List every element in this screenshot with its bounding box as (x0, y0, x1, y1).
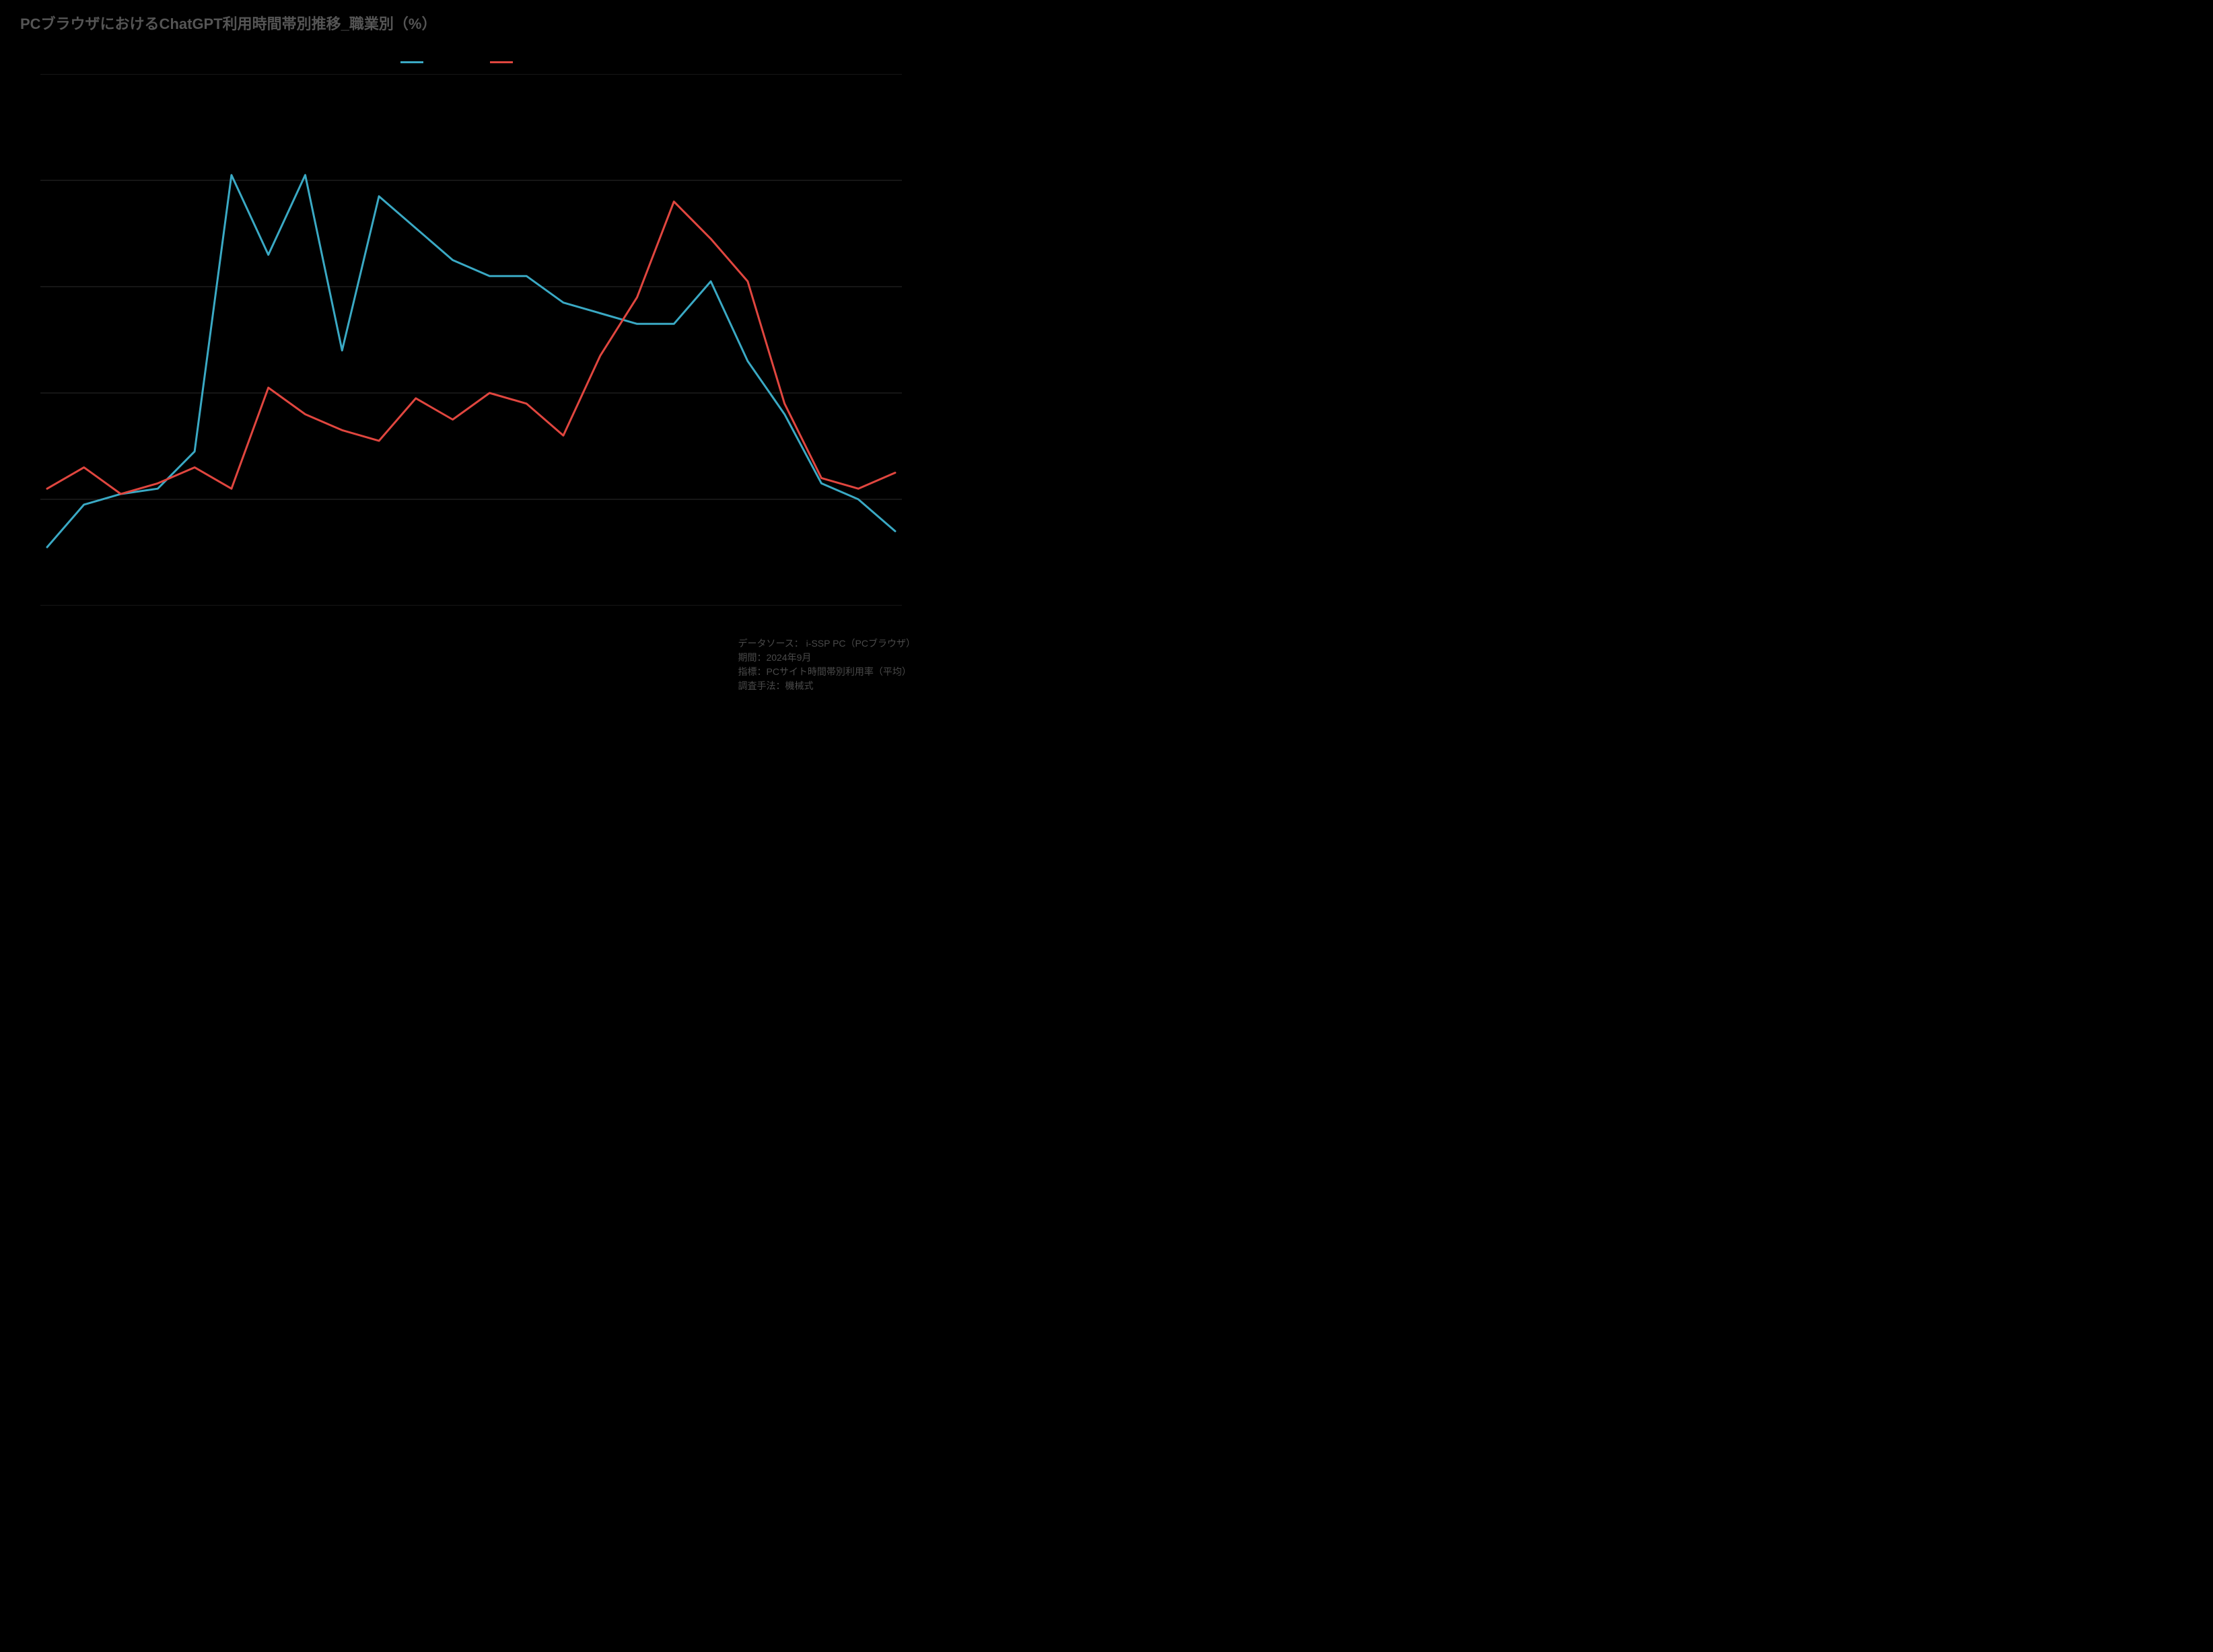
plot-area (40, 74, 902, 606)
chart-container: PCブラウザにおけるChatGPT利用時間帯別推移_職業別（%） 有職者 学生 … (0, 0, 942, 707)
footer-line-1: 期間：2024年9月 (738, 651, 915, 665)
legend: 有職者 学生 (0, 52, 942, 69)
legend-label-0: 有職者 (431, 57, 463, 68)
legend-swatch-0 (400, 61, 423, 63)
legend-label-1: 学生 (520, 57, 542, 68)
chart-title: PCブラウザにおけるChatGPT利用時間帯別推移_職業別（%） (20, 12, 436, 34)
legend-swatch-1 (490, 61, 513, 63)
legend-item-1: 学生 (490, 52, 541, 69)
footer: データソース： i-SSP PC（PCブラウザ） 期間：2024年9月 指標：P… (738, 637, 915, 693)
legend-item-0: 有職者 (400, 52, 462, 69)
footer-line-2: 指標：PCサイト時間帯別利用率（平均） (738, 665, 915, 679)
footer-line-0: データソース： i-SSP PC（PCブラウザ） (738, 637, 915, 651)
footer-line-3: 調査手法：機械式 (738, 679, 915, 693)
